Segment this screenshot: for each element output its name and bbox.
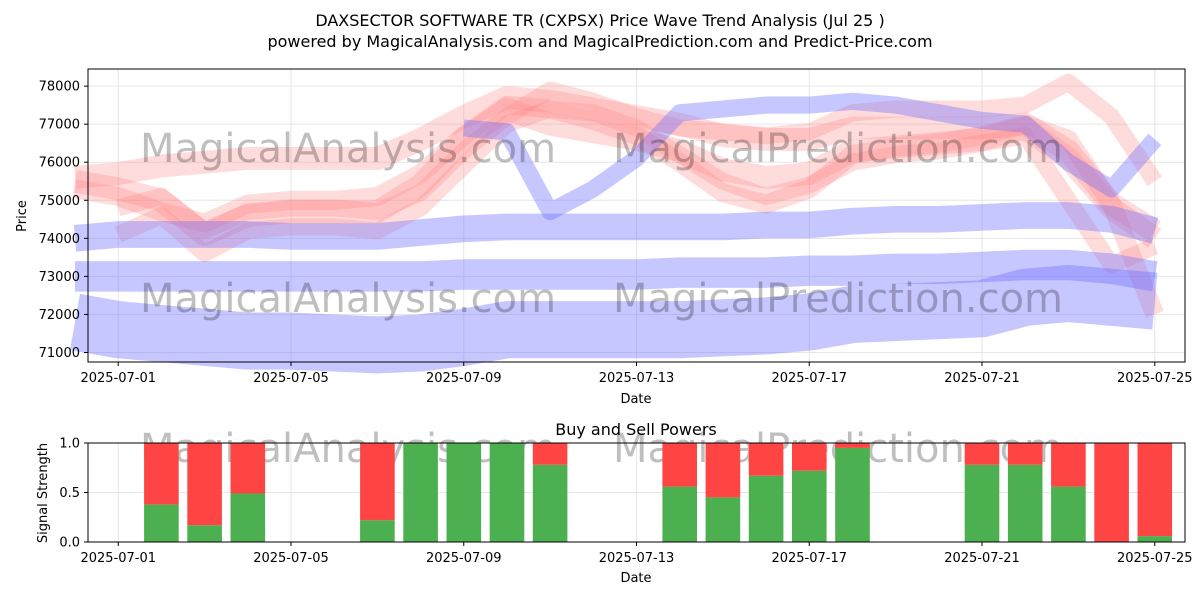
price-wave-band bbox=[69, 264, 1158, 374]
price-xtick-label: 2025-07-13 bbox=[599, 371, 675, 386]
power-ytick-label: 0.0 bbox=[59, 536, 80, 551]
price-xtick-label: 2025-07-17 bbox=[771, 371, 847, 386]
power-xtick-label: 2025-07-13 bbox=[599, 551, 675, 566]
watermark-text: MagicalPrediction.com bbox=[613, 126, 1063, 172]
power-xtick-label: 2025-07-05 bbox=[253, 551, 329, 566]
sell-power-bar bbox=[230, 443, 266, 494]
buy-power-bar bbox=[187, 525, 222, 542]
watermark-text: MagicalAnalysis.com bbox=[140, 126, 556, 172]
buy-power-bar bbox=[489, 443, 525, 542]
buy-power-bar bbox=[835, 447, 870, 542]
price-wave-band bbox=[73, 86, 1161, 241]
price-wave-band bbox=[73, 202, 1159, 252]
sell-power-bar bbox=[144, 443, 179, 505]
price-wave-band bbox=[462, 92, 1162, 221]
sell-power-bar bbox=[1137, 443, 1173, 537]
buy-power-bar bbox=[792, 470, 827, 542]
price-xtick-label: 2025-07-25 bbox=[1117, 371, 1193, 386]
sell-power-bar bbox=[748, 443, 784, 476]
power-xtick-label: 2025-07-17 bbox=[771, 551, 847, 566]
sell-power-bar bbox=[187, 443, 222, 526]
price-ytick-label: 73000 bbox=[39, 270, 80, 285]
sell-power-bar bbox=[964, 443, 1000, 465]
power-bars bbox=[144, 443, 1173, 542]
price-xtick-label: 2025-07-01 bbox=[80, 371, 156, 386]
sell-power-bar bbox=[705, 443, 741, 498]
buy-power-bar bbox=[360, 520, 395, 542]
price-xtick-label: 2025-07-09 bbox=[426, 371, 502, 386]
power-ytick-label: 1.0 bbox=[59, 437, 80, 452]
price-ytick-label: 71000 bbox=[39, 346, 80, 361]
power-panel: Buy and Sell Powers MagicalAnalysis.com … bbox=[36, 420, 1193, 586]
price-xtick-label: 2025-07-21 bbox=[944, 371, 1020, 386]
price-panel: MagicalAnalysis.com MagicalPrediction.co… bbox=[15, 68, 1193, 407]
buy-power-bar bbox=[230, 493, 266, 542]
buy-power-bar bbox=[662, 486, 697, 542]
price-ytick-label: 78000 bbox=[39, 80, 80, 95]
chart-subtitle: powered by MagicalAnalysis.com and Magic… bbox=[267, 32, 932, 51]
price-grid bbox=[88, 69, 1185, 362]
price-ytick-label: 74000 bbox=[39, 232, 80, 247]
price-xtick-label: 2025-07-05 bbox=[253, 371, 329, 386]
power-ytick-label: 0.5 bbox=[59, 486, 80, 501]
price-wave-band bbox=[73, 95, 1164, 318]
power-xtick-label: 2025-07-01 bbox=[80, 551, 156, 566]
sell-power-bar bbox=[835, 443, 870, 448]
sell-power-bar bbox=[662, 443, 697, 487]
sell-power-bar bbox=[1007, 443, 1043, 465]
sell-power-bar bbox=[1094, 443, 1129, 542]
watermark-text: MagicalAnalysis.com bbox=[140, 276, 556, 322]
buy-power-bar bbox=[144, 504, 179, 542]
price-watermarks: MagicalAnalysis.com MagicalPrediction.co… bbox=[140, 126, 1063, 322]
buy-power-bar bbox=[1137, 536, 1173, 542]
price-ticks: 2025-07-01 2025-07-05 2025-07-09 2025-07-13… bbox=[39, 80, 1193, 386]
power-xtick-label: 2025-07-09 bbox=[426, 551, 502, 566]
power-title: Buy and Sell Powers bbox=[555, 420, 717, 439]
sell-power-bar bbox=[1051, 443, 1086, 487]
watermark-text: MagicalPrediction.com bbox=[613, 276, 1063, 322]
sell-power-bar bbox=[532, 443, 568, 465]
price-wave-band bbox=[116, 73, 1162, 240]
chart-title: DAXSECTOR SOFTWARE TR (CXPSX) Price Wave… bbox=[315, 11, 884, 30]
buy-power-bar bbox=[1007, 464, 1043, 542]
price-ylabel: Price bbox=[15, 200, 30, 232]
power-ylabel: Signal Strength bbox=[36, 443, 51, 543]
price-wave-band bbox=[73, 97, 1162, 248]
buy-power-bar bbox=[748, 475, 784, 542]
buy-power-bar bbox=[532, 464, 568, 542]
buy-power-bar bbox=[446, 443, 482, 542]
price-bands bbox=[69, 73, 1164, 374]
buy-power-bar bbox=[1051, 486, 1086, 542]
power-ticks: 2025-07-01 2025-07-05 2025-07-09 2025-07-13… bbox=[59, 437, 1192, 567]
price-ytick-label: 77000 bbox=[39, 118, 80, 133]
sell-power-bar bbox=[792, 443, 827, 471]
buy-power-bar bbox=[403, 443, 438, 542]
price-ytick-label: 75000 bbox=[39, 194, 80, 209]
price-ytick-label: 72000 bbox=[39, 308, 80, 323]
buy-power-bar bbox=[964, 464, 1000, 542]
power-xtick-label: 2025-07-25 bbox=[1117, 551, 1193, 566]
power-xlabel: Date bbox=[620, 571, 651, 586]
price-wave-band bbox=[75, 249, 1158, 292]
sell-power-bar bbox=[360, 443, 395, 521]
price-wave-band bbox=[114, 100, 1159, 274]
power-xtick-label: 2025-07-21 bbox=[944, 551, 1020, 566]
price-xlabel: Date bbox=[620, 392, 651, 407]
buy-power-bar bbox=[705, 497, 741, 542]
price-ytick-label: 76000 bbox=[39, 156, 80, 171]
